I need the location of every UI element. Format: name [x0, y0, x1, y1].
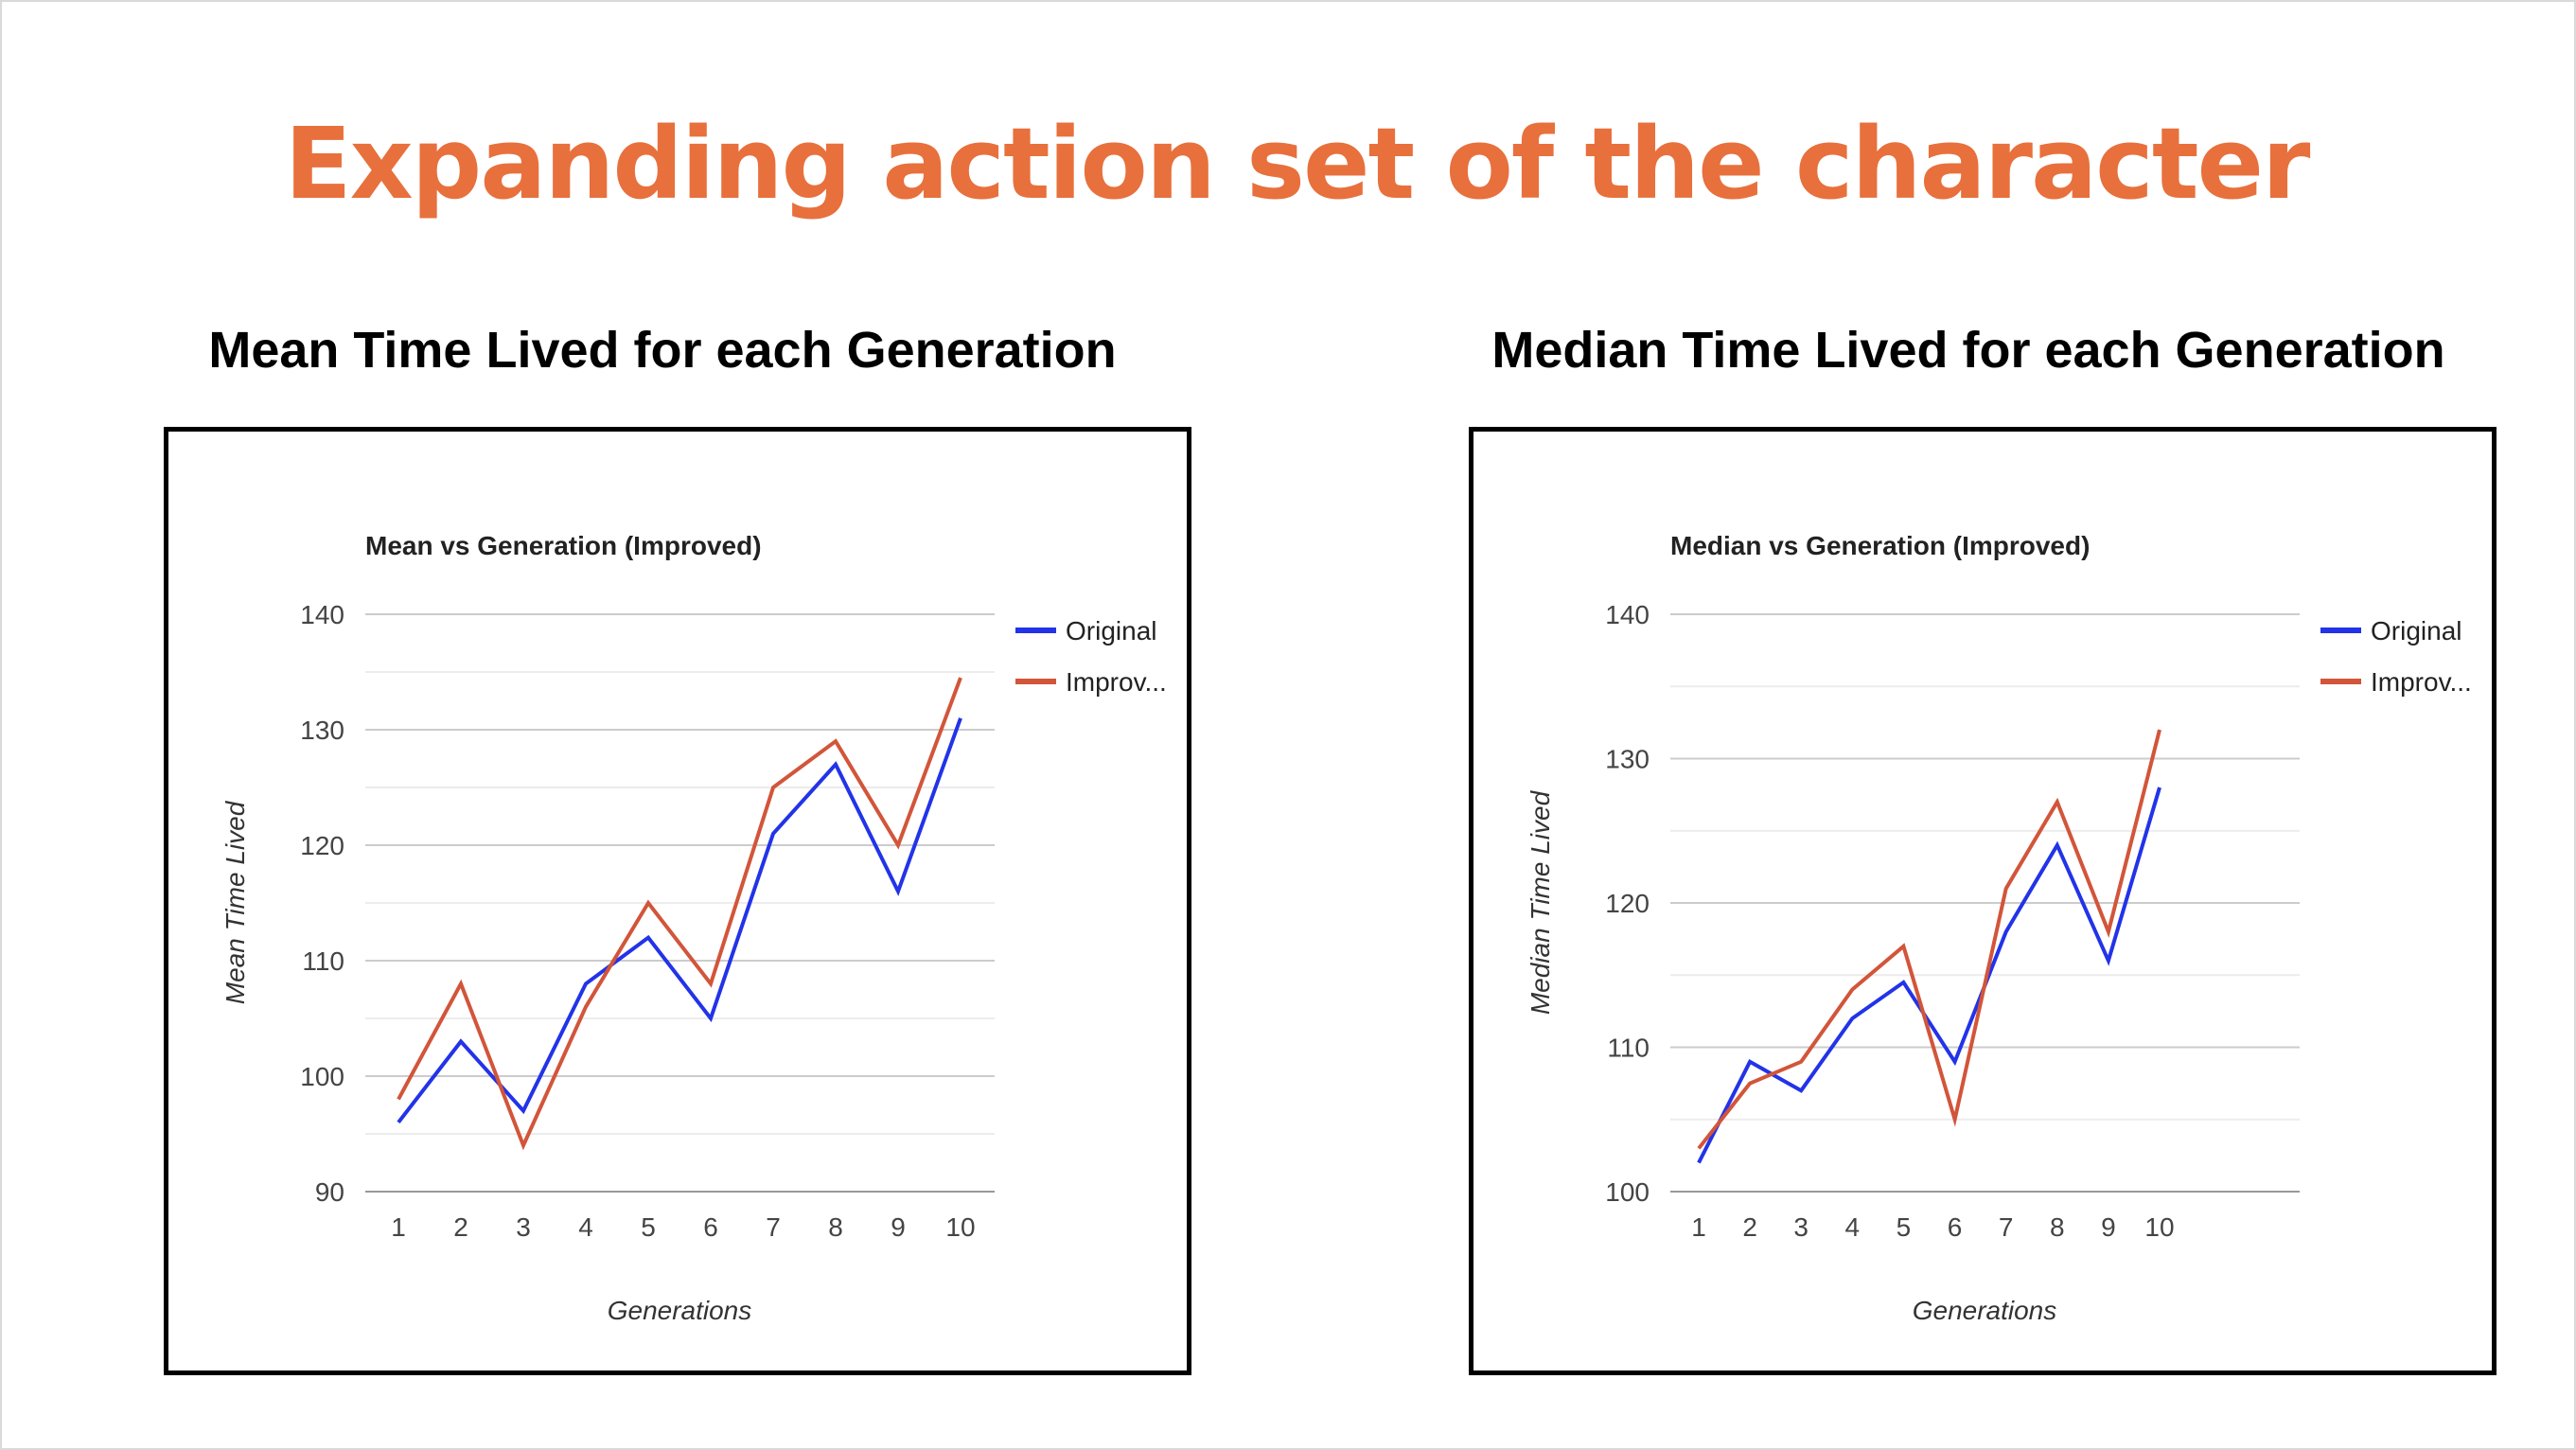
median-chart-title: Median vs Generation (Improved)	[1670, 531, 2090, 560]
median-x-tick-label: 1	[1691, 1212, 1706, 1242]
median-x-axis-label: Generations	[1913, 1296, 2057, 1325]
median-x-tick-label: 9	[2101, 1212, 2116, 1242]
median-y-axis-label: Median Time Lived	[1526, 789, 1555, 1015]
median-x-tick-label: 6	[1948, 1212, 1963, 1242]
median-series-line-original	[1697, 787, 2161, 1164]
median-x-tick-label: 3	[1793, 1212, 1808, 1242]
mean-legend-label-improved: Improv...	[1066, 667, 1167, 697]
mean-y-tick-label: 120	[300, 831, 344, 860]
median-chart-frame: Median vs Generation (Improved) 100 110 120…	[1469, 427, 2497, 1375]
mean-x-tick-label: 1	[391, 1212, 406, 1242]
median-y-tick-label: 120	[1605, 889, 1650, 918]
mean-legend-label-original: Original	[1066, 616, 1156, 645]
mean-x-tick-label: 2	[453, 1212, 468, 1242]
median-x-tick-label: 5	[1897, 1212, 1912, 1242]
median-x-tick-label: 7	[1999, 1212, 2014, 1242]
median-legend-label-improved: Improv...	[2371, 667, 2472, 697]
mean-y-axis-label: Mean Time Lived	[221, 800, 250, 1004]
mean-y-tick-label: 90	[315, 1177, 344, 1207]
median-y-tick-label: 100	[1605, 1177, 1650, 1207]
mean-x-axis-label: Generations	[608, 1296, 752, 1325]
median-y-tick-label: 140	[1605, 600, 1650, 629]
mean-y-tick-label: 140	[300, 600, 344, 629]
mean-x-tick-label: 10	[945, 1212, 975, 1242]
median-x-tick-label: 8	[2050, 1212, 2065, 1242]
median-series-line-improved	[1697, 729, 2161, 1150]
mean-x-tick-label: 5	[641, 1212, 656, 1242]
mean-series-line-original	[397, 717, 962, 1124]
median-x-tick-label: 10	[2144, 1212, 2174, 1242]
mean-series-line-improved	[397, 677, 962, 1151]
mean-x-tick-label: 9	[891, 1212, 906, 1242]
mean-chart-title: Mean vs Generation (Improved)	[365, 531, 762, 560]
mean-y-tick-label: 130	[300, 716, 344, 745]
mean-x-tick-label: 6	[703, 1212, 718, 1242]
median-legend-label-original: Original	[2371, 616, 2461, 645]
median-x-tick-label: 2	[1742, 1212, 1757, 1242]
mean-chart: Mean vs Generation (Improved)90100110120…	[221, 531, 1167, 1325]
mean-y-tick-label: 110	[302, 946, 344, 976]
right-chart-heading: Median Time Lived for each Generation	[1491, 322, 2445, 379]
left-chart-heading: Mean Time Lived for each Generation	[208, 322, 1117, 379]
mean-y-tick-label: 100	[300, 1062, 344, 1091]
median-x-tick-label: 4	[1845, 1212, 1861, 1242]
mean-chart-frame: Mean vs Generation (Improved) 90 100 110 120…	[164, 427, 1191, 1375]
slide-title: Expanding action set of the character	[284, 106, 2311, 221]
mean-x-tick-label: 7	[766, 1212, 781, 1242]
mean-x-tick-label: 8	[828, 1212, 843, 1242]
median-chart: Median vs Generation (Improved)100110120…	[1526, 531, 2472, 1325]
median-y-tick-label: 110	[1607, 1034, 1650, 1063]
median-y-tick-label: 130	[1605, 745, 1650, 774]
mean-x-tick-label: 3	[516, 1212, 531, 1242]
mean-x-tick-label: 4	[578, 1212, 593, 1242]
